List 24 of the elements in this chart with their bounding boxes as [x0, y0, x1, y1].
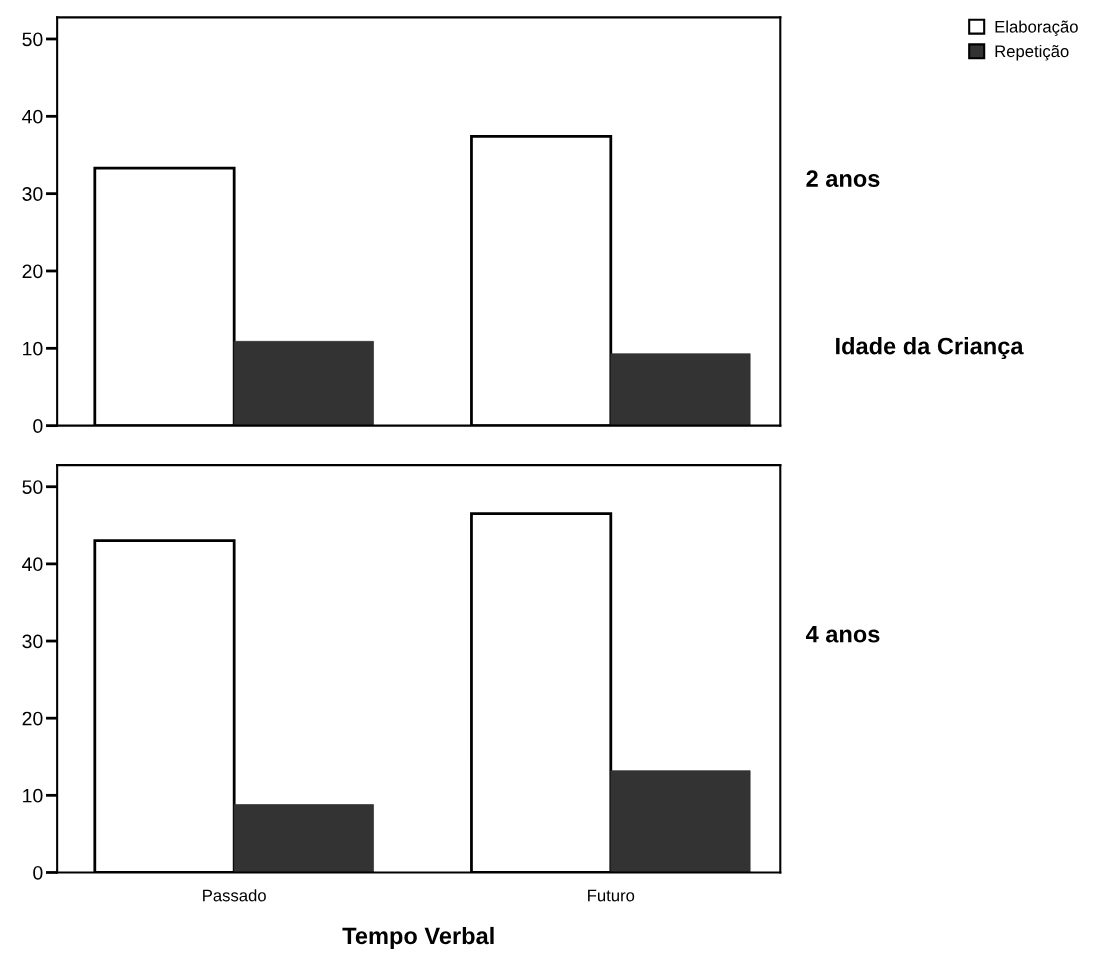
y-tick-label: 20 [22, 711, 43, 726]
text: 4 anos [805, 626, 880, 643]
bar [610, 770, 751, 873]
y-tick-label: 10 [23, 341, 43, 356]
y-tick-label: 10 [23, 788, 43, 803]
text: Idade da Criança [836, 337, 1024, 360]
x-tick-label: Futuro [588, 889, 635, 902]
y-tick-label: 0 [33, 419, 43, 433]
bar [233, 341, 374, 426]
y-tick-label: 40 [22, 109, 43, 124]
bar [233, 804, 374, 873]
text: 2 anos [806, 170, 880, 187]
x-axis-title: Tempo Verbal [342, 926, 494, 949]
y-tick-label: 0 [33, 865, 43, 880]
legend-label: Repetição [995, 44, 1069, 61]
x-tick-label: Passado [203, 889, 266, 902]
y-tick-label: 40 [22, 557, 43, 572]
y-tick-label: 30 [22, 187, 43, 201]
y-tick-label: 50 [22, 480, 43, 494]
y-tick-label: 20 [22, 264, 43, 279]
legend-label: Elaboração [995, 20, 1078, 37]
y-tick-label: 30 [22, 634, 43, 649]
y-tick-label: 50 [22, 32, 43, 47]
bar [610, 353, 751, 426]
